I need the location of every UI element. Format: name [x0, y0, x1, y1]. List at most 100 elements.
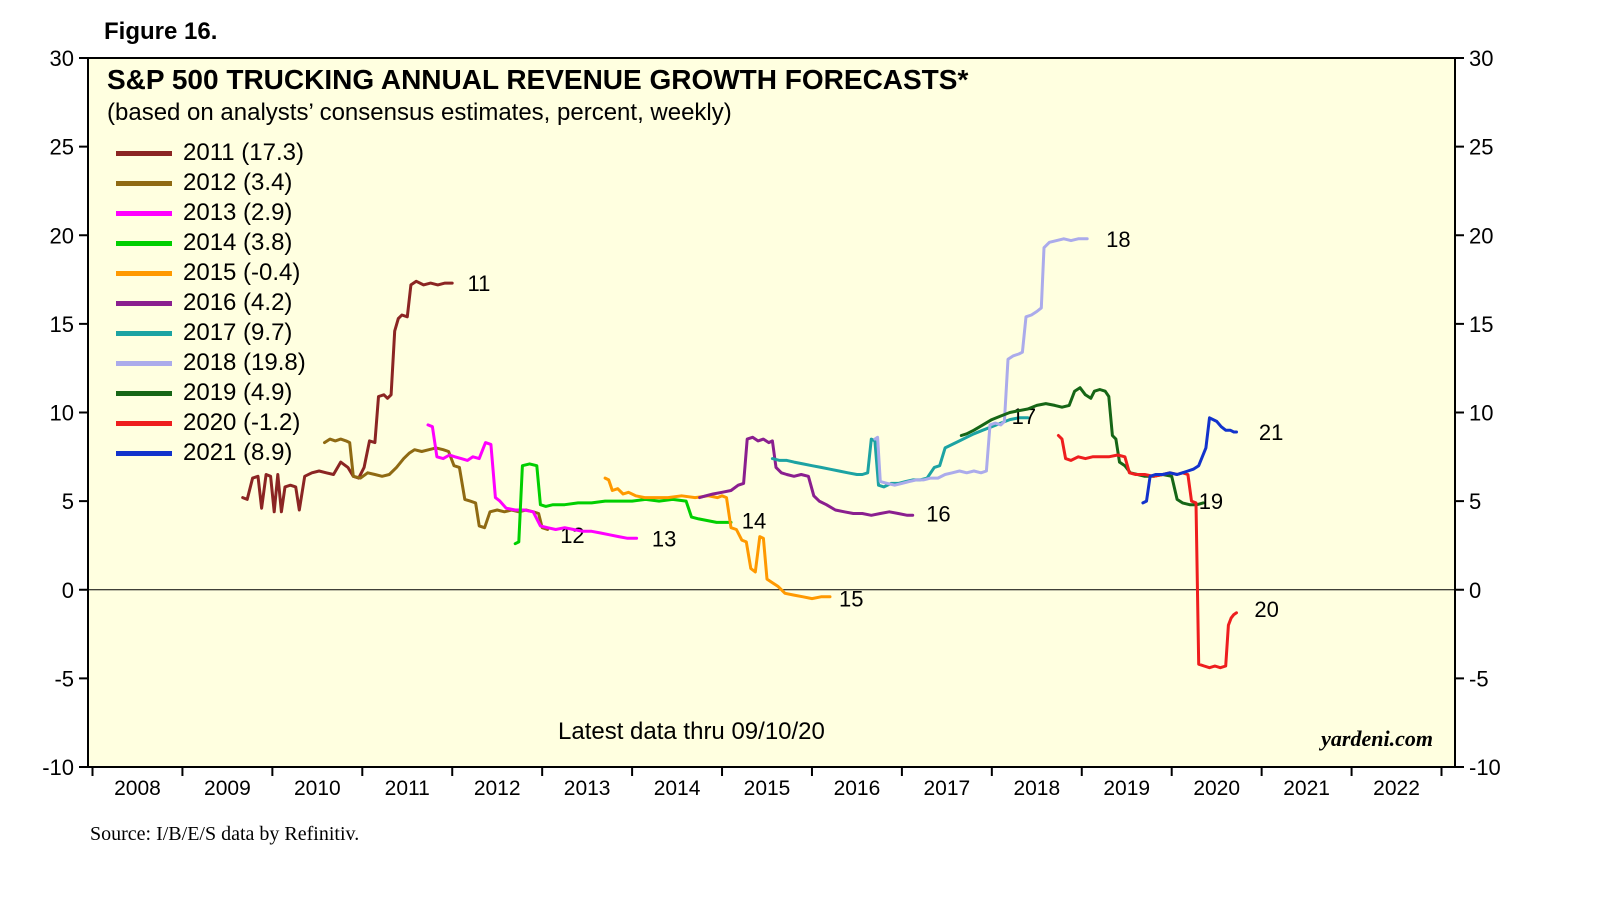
series-end-label: 16	[926, 502, 950, 527]
x-tick-label: 2017	[924, 777, 971, 800]
series-line	[603, 476, 832, 601]
x-tick-label: 2022	[1373, 777, 1420, 800]
legend-item-label: 2017 (9.7)	[183, 319, 293, 346]
x-tick-label: 2014	[654, 777, 701, 800]
y-tick-label: 15	[1469, 312, 1493, 337]
series-end-label: 18	[1106, 227, 1130, 252]
legend-item-label: 2015 (-0.4)	[183, 259, 301, 286]
legend-swatch	[116, 270, 172, 276]
y-tick-label: -5	[54, 666, 74, 691]
x-tick-label: 2020	[1193, 777, 1240, 800]
legend-item: 2013 (2.9)	[116, 198, 306, 228]
series-end-label: 21	[1259, 420, 1283, 445]
source-line: Source: I/B/E/S data by Refinitiv.	[90, 823, 360, 845]
legend-item: 2014 (3.8)	[116, 228, 306, 258]
y-tick-label: -10	[42, 755, 74, 780]
legend-item: 2017 (9.7)	[116, 318, 306, 348]
series-line	[426, 423, 639, 540]
watermark: yardeni.com	[1321, 726, 1433, 751]
legend-item: 2019 (4.9)	[116, 378, 306, 408]
y-tick-label: 30	[1469, 46, 1493, 71]
legend-item: 2015 (-0.4)	[116, 258, 306, 288]
series-end-label: 11	[468, 271, 491, 296]
y-tick-label: 30	[50, 46, 74, 71]
series-2014: 14	[513, 462, 766, 546]
legend-swatch	[116, 150, 172, 156]
legend-swatch	[116, 180, 172, 186]
x-tick-label: 2021	[1283, 777, 1330, 800]
legend-swatch	[116, 210, 172, 216]
legend-item-label: 2020 (-1.2)	[183, 409, 301, 436]
legend-swatch	[116, 360, 172, 366]
x-tick-label: 2011	[385, 777, 430, 800]
x-tick-label: 2015	[744, 777, 791, 800]
series-end-label: 14	[742, 509, 766, 534]
series-2018: 18	[873, 227, 1131, 487]
series-2016: 16	[698, 435, 951, 527]
x-tick-label: 2012	[474, 777, 521, 800]
latest-data-note: Latest data thru 09/10/20	[558, 718, 825, 745]
x-tick-label: 2009	[204, 777, 251, 800]
legend-item-label: 2019 (4.9)	[183, 379, 293, 406]
legend-item: 2012 (3.4)	[116, 168, 306, 198]
series-end-label: 15	[839, 587, 863, 612]
series-end-label: 13	[652, 526, 676, 551]
x-tick-label: 2010	[294, 777, 341, 800]
y-tick-label: -5	[1469, 666, 1489, 691]
x-tick-label: 2019	[1103, 777, 1150, 800]
y-tick-label: 25	[1469, 135, 1493, 160]
figure-label: Figure 16.	[104, 18, 218, 45]
legend-swatch	[116, 420, 172, 426]
series-line	[698, 435, 915, 517]
legend-swatch	[116, 240, 172, 246]
chart-title: S&P 500 TRUCKING ANNUAL REVENUE GROWTH F…	[107, 64, 969, 95]
x-tick-label: 2013	[564, 777, 611, 800]
series-end-label: 19	[1199, 489, 1223, 514]
y-tick-label: -10	[1469, 755, 1501, 780]
legend-item-label: 2011 (17.3)	[183, 139, 304, 166]
legend-item: 2020 (-1.2)	[116, 408, 306, 438]
legend: 2011 (17.3) 2012 (3.4) 2013 (2.9) 2014 (3.8…	[116, 138, 306, 468]
legend-swatch	[116, 300, 172, 306]
series-2015: 15	[603, 476, 863, 612]
y-tick-label: 0	[1469, 578, 1481, 603]
series-line	[513, 462, 733, 546]
legend-item: 2011 (17.3)	[116, 138, 306, 168]
series-end-label: 20	[1254, 597, 1278, 622]
series-line	[873, 237, 1089, 487]
chart-subtitle: (based on analysts’ consensus estimates,…	[107, 99, 732, 126]
y-axis: -10 -10 -5 -5 0 0 5 5 10 10 15 15 20 20 25 25 30 30	[42, 46, 1501, 780]
legend-item-label: 2021 (8.9)	[183, 439, 293, 466]
x-axis: 2008 2009 2010 2011 2012 2013 2014 2015 2016 2017…	[91, 767, 1443, 800]
legend-swatch	[116, 390, 172, 396]
legend-item-label: 2016 (4.2)	[183, 289, 293, 316]
y-tick-label: 20	[50, 223, 74, 248]
series-2021: 21	[1141, 416, 1283, 505]
legend-item: 2016 (4.2)	[116, 288, 306, 318]
legend-swatch	[116, 450, 172, 456]
y-tick-label: 0	[62, 578, 74, 603]
legend-item-label: 2014 (3.8)	[183, 229, 293, 256]
legend-item: 2018 (19.8)	[116, 348, 306, 378]
legend-item-label: 2013 (2.9)	[183, 199, 293, 226]
y-tick-label: 10	[50, 401, 74, 426]
y-tick-label: 20	[1469, 223, 1493, 248]
series-line	[770, 416, 1030, 489]
series-2011: 11	[241, 271, 491, 514]
y-tick-label: 10	[1469, 401, 1493, 426]
y-tick-label: 15	[50, 312, 74, 337]
series-line	[241, 279, 454, 514]
legend-swatch	[116, 330, 172, 336]
legend-item-label: 2012 (3.4)	[183, 169, 293, 196]
y-tick-label: 25	[50, 135, 74, 160]
x-tick-label: 2018	[1013, 777, 1060, 800]
y-tick-label: 5	[62, 489, 74, 514]
x-tick-label: 2008	[114, 777, 161, 800]
series-2013: 13	[426, 423, 676, 551]
x-tick-label: 2016	[834, 777, 881, 800]
legend-item-label: 2018 (19.8)	[183, 349, 306, 376]
y-tick-label: 5	[1469, 489, 1481, 514]
legend-item: 2021 (8.9)	[116, 438, 306, 468]
